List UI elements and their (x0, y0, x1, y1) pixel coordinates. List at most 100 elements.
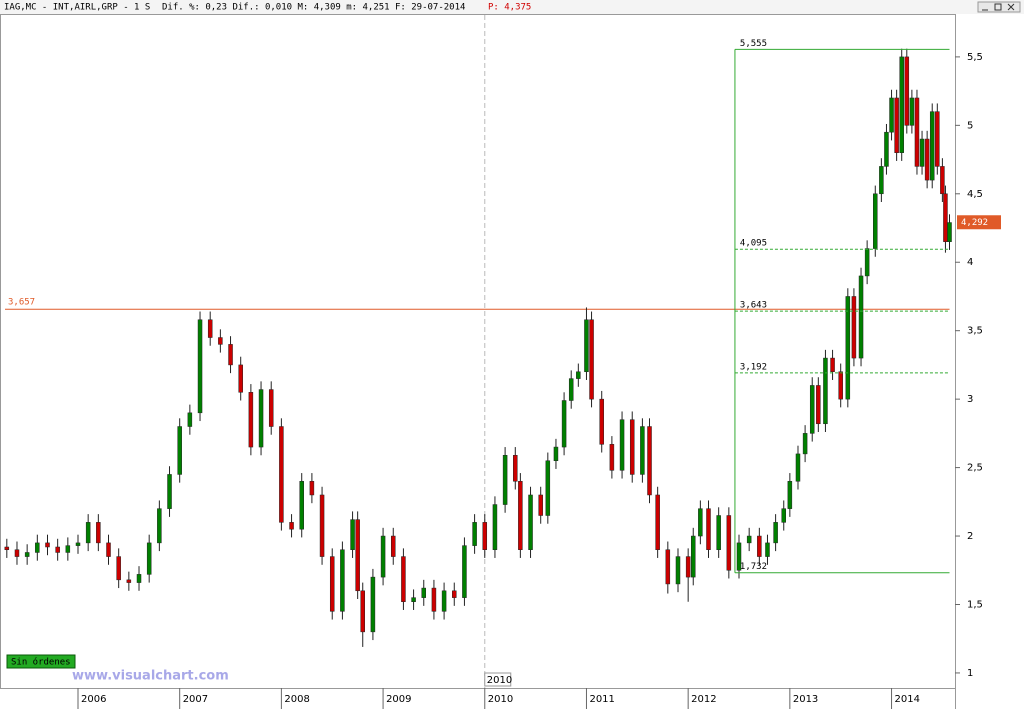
candle-body (268, 389, 274, 427)
candle-body (157, 508, 162, 544)
candle-body (472, 522, 477, 546)
x-tick-label: 2009 (386, 694, 411, 705)
candle-body (355, 519, 360, 592)
candle-body (746, 535, 752, 544)
candle-body (795, 453, 801, 482)
candle-body (538, 494, 543, 516)
candle-body (845, 296, 851, 400)
candle-body (96, 522, 101, 544)
candle-body (665, 549, 671, 585)
candle-body (309, 481, 315, 496)
candle-body (802, 433, 808, 455)
candle-body (889, 97, 894, 133)
candle-body (561, 400, 567, 448)
header-symbol: IAG,MC - INT,AIRL,GRP - 1 S (4, 3, 150, 13)
candle-body (599, 398, 604, 445)
candle-body (85, 522, 91, 544)
candle-body (947, 222, 952, 242)
candle-body (864, 248, 870, 277)
horizontal-line-label: 3,657 (8, 298, 35, 308)
candle-body (698, 508, 703, 537)
candle-body (126, 579, 132, 583)
candle-body (116, 556, 121, 581)
candle-body (441, 590, 447, 612)
candle-body (55, 546, 60, 553)
candle-body (14, 549, 20, 557)
candle-body (411, 597, 416, 603)
cursor-label-box (484, 672, 512, 687)
level-label: 3,643 (740, 301, 767, 311)
candle-body (914, 97, 920, 167)
candle-body (319, 494, 325, 557)
candle-body (690, 535, 696, 578)
maximize-icon[interactable] (994, 3, 1002, 11)
candle-body (545, 460, 551, 516)
candle-body (75, 542, 81, 546)
candle-body (299, 481, 304, 530)
candle-body (528, 494, 533, 550)
candle-body (773, 522, 778, 544)
y-tick-label: 2,5 (967, 463, 983, 474)
orders-box[interactable] (6, 654, 76, 669)
y-tick-label: 3 (967, 394, 973, 405)
candle-body (431, 587, 437, 612)
candle-body (609, 444, 615, 471)
candle-body (279, 426, 284, 523)
candle-body (589, 319, 594, 400)
window-buttons[interactable] (977, 1, 1021, 13)
candle-body (647, 426, 652, 496)
orders-label[interactable]: Sin órdenes (11, 657, 71, 668)
candle-body (370, 576, 376, 633)
candle-body (228, 344, 233, 366)
level-label: 3,192 (740, 362, 767, 372)
candle-body (858, 275, 864, 359)
candle-body (929, 111, 935, 181)
candle-body (187, 412, 193, 427)
last-value-label: 4,292 (961, 218, 988, 228)
x-tick-label: 2012 (691, 694, 716, 705)
candle-body (340, 549, 345, 612)
level-label: 5,555 (740, 39, 767, 49)
candle-body (24, 552, 30, 557)
x-tick-label: 2007 (183, 694, 208, 705)
candle-body (238, 364, 243, 393)
candle-body (207, 319, 213, 338)
level-label: 4,095 (740, 239, 767, 249)
x-tick-label: 2011 (589, 694, 614, 705)
y-tick-label: 1,5 (967, 599, 983, 610)
x-tick-label: 2006 (81, 694, 106, 705)
candle-body (568, 378, 574, 401)
candle-body (584, 319, 589, 373)
candle-body (197, 319, 203, 414)
candle-body (462, 545, 467, 598)
candle-body (894, 97, 899, 153)
candle-body (873, 193, 878, 249)
x-tick-label: 2008 (284, 694, 309, 705)
candle-body (553, 446, 559, 461)
candle-body (781, 508, 786, 523)
window-controls[interactable] (977, 1, 1021, 13)
candle-body (218, 337, 223, 345)
candle-body (329, 556, 335, 612)
level-label: 1,732 (740, 562, 767, 572)
candle-body (838, 371, 843, 400)
y-tick-label: 4,5 (967, 189, 983, 200)
candle-body (360, 590, 365, 633)
candle-body (167, 474, 172, 509)
candle-body (390, 535, 396, 557)
candle-body (706, 508, 711, 550)
header-last: P: 4,375 (488, 3, 531, 13)
close-icon[interactable] (1007, 3, 1015, 11)
candle-body (909, 97, 915, 126)
last-value-box (957, 215, 1001, 230)
candle-body (879, 166, 884, 195)
candle-body (899, 56, 904, 153)
x-tick-label: 2014 (895, 694, 920, 705)
candle-body (943, 193, 948, 242)
candle-body (816, 385, 821, 425)
candle-body (940, 166, 945, 195)
plot-area (0, 14, 956, 689)
candle-body (924, 138, 930, 181)
candle-body (502, 455, 508, 505)
candle-body (765, 542, 770, 557)
